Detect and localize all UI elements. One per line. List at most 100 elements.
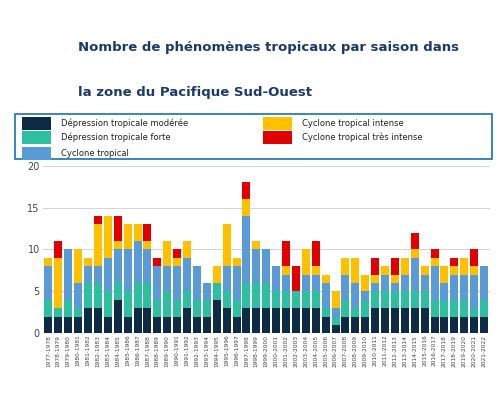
Bar bbox=[411, 233, 418, 249]
Bar bbox=[480, 266, 488, 300]
Text: Dépression tropicale forte: Dépression tropicale forte bbox=[61, 133, 170, 143]
Bar bbox=[362, 300, 369, 317]
Bar bbox=[381, 308, 389, 333]
Bar bbox=[262, 308, 270, 333]
Bar bbox=[262, 283, 270, 308]
Bar bbox=[242, 308, 250, 333]
Bar bbox=[460, 300, 468, 317]
Bar bbox=[104, 291, 112, 317]
Bar bbox=[302, 275, 310, 291]
Bar bbox=[430, 317, 438, 333]
Bar bbox=[312, 266, 320, 275]
Text: METEO: METEO bbox=[28, 76, 55, 82]
Bar bbox=[193, 266, 201, 300]
Bar bbox=[272, 291, 280, 308]
Bar bbox=[312, 241, 320, 266]
FancyBboxPatch shape bbox=[22, 117, 51, 130]
Bar bbox=[460, 258, 468, 275]
Bar bbox=[84, 283, 92, 308]
Bar bbox=[352, 258, 360, 283]
Bar bbox=[74, 308, 82, 317]
Bar bbox=[84, 308, 92, 333]
Bar bbox=[332, 317, 340, 325]
Bar bbox=[154, 300, 162, 317]
Bar bbox=[173, 300, 181, 317]
Bar bbox=[420, 266, 428, 275]
Bar bbox=[430, 249, 438, 258]
Text: Cyclone tropical très intense: Cyclone tropical très intense bbox=[302, 133, 422, 143]
Bar bbox=[134, 224, 141, 241]
Bar bbox=[252, 308, 260, 333]
Bar bbox=[164, 241, 171, 266]
Bar bbox=[84, 258, 92, 266]
Bar bbox=[134, 283, 141, 308]
Bar bbox=[470, 275, 478, 308]
Bar bbox=[282, 291, 290, 308]
Bar bbox=[272, 266, 280, 291]
Bar bbox=[352, 308, 360, 317]
Bar bbox=[440, 266, 448, 283]
Bar bbox=[450, 300, 458, 317]
Bar bbox=[371, 283, 379, 291]
Bar bbox=[322, 317, 330, 333]
Text: la zone du Pacifique Sud-Ouest: la zone du Pacifique Sud-Ouest bbox=[78, 86, 312, 99]
Bar bbox=[213, 300, 220, 333]
Bar bbox=[74, 283, 82, 308]
FancyBboxPatch shape bbox=[22, 147, 51, 160]
Bar bbox=[242, 283, 250, 308]
Bar bbox=[74, 317, 82, 333]
Bar bbox=[252, 241, 260, 249]
Bar bbox=[104, 258, 112, 291]
Bar bbox=[94, 216, 102, 224]
Bar bbox=[430, 266, 438, 300]
Bar bbox=[114, 300, 122, 333]
Bar bbox=[352, 283, 360, 308]
Bar bbox=[401, 258, 409, 275]
Bar bbox=[322, 275, 330, 283]
Bar bbox=[183, 308, 191, 333]
Bar bbox=[342, 275, 349, 300]
Bar bbox=[222, 291, 230, 308]
Bar bbox=[302, 249, 310, 275]
Bar bbox=[173, 249, 181, 258]
Bar bbox=[401, 308, 409, 333]
Bar bbox=[94, 283, 102, 308]
FancyBboxPatch shape bbox=[15, 114, 492, 159]
Bar bbox=[420, 291, 428, 308]
Bar bbox=[94, 266, 102, 283]
Bar bbox=[173, 258, 181, 266]
Bar bbox=[312, 308, 320, 333]
Bar bbox=[252, 283, 260, 308]
Bar bbox=[242, 199, 250, 216]
Bar bbox=[371, 275, 379, 283]
Bar bbox=[54, 317, 62, 333]
Bar bbox=[44, 317, 52, 333]
Bar bbox=[124, 249, 132, 291]
Bar bbox=[322, 283, 330, 308]
Bar bbox=[124, 291, 132, 317]
Bar bbox=[381, 275, 389, 291]
Bar bbox=[252, 249, 260, 283]
Bar bbox=[312, 291, 320, 308]
Bar bbox=[232, 300, 240, 317]
Bar bbox=[362, 291, 369, 300]
Bar bbox=[173, 266, 181, 300]
Bar bbox=[420, 275, 428, 291]
Text: Nombre de phénomènes tropicaux par saison dans: Nombre de phénomènes tropicaux par saiso… bbox=[78, 41, 458, 54]
Bar bbox=[114, 216, 122, 241]
Bar bbox=[450, 266, 458, 275]
Text: Cyclone tropical: Cyclone tropical bbox=[61, 149, 128, 158]
Bar bbox=[440, 317, 448, 333]
Bar bbox=[430, 258, 438, 266]
Bar bbox=[342, 300, 349, 317]
Bar bbox=[44, 266, 52, 300]
Bar bbox=[272, 308, 280, 333]
Bar bbox=[114, 249, 122, 283]
Bar bbox=[391, 308, 399, 333]
Bar bbox=[470, 317, 478, 333]
Bar bbox=[371, 291, 379, 308]
Bar bbox=[114, 241, 122, 249]
Bar bbox=[124, 224, 132, 249]
Bar bbox=[44, 258, 52, 266]
Bar bbox=[44, 300, 52, 317]
